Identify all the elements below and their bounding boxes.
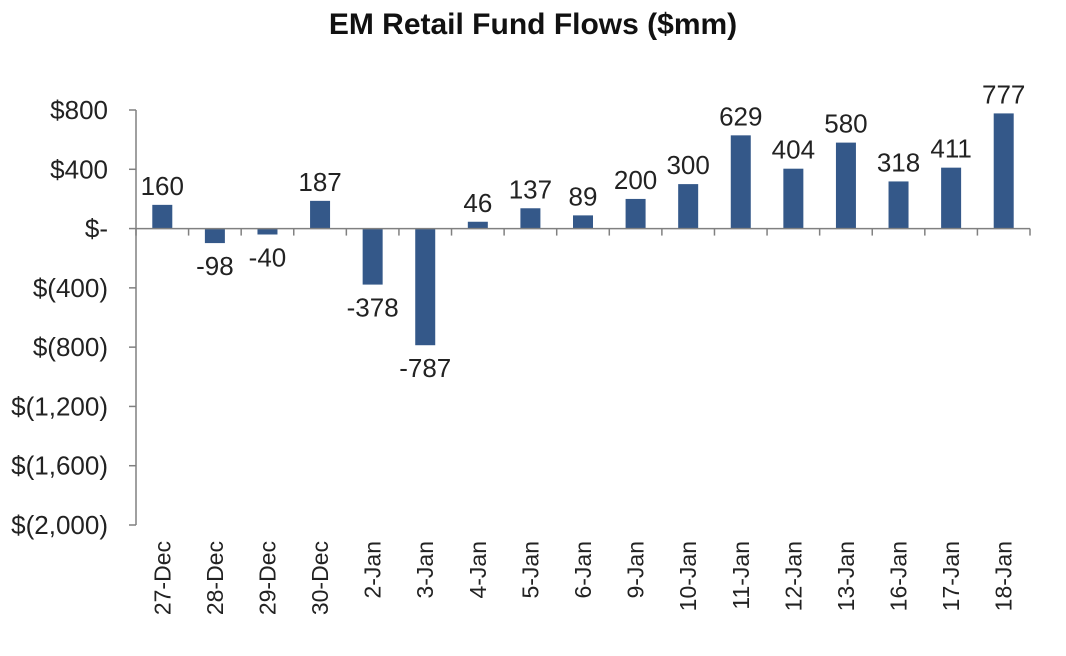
- data-label: 137: [509, 174, 552, 204]
- x-tick-label: 13-Jan: [833, 541, 859, 611]
- chart-title: EM Retail Fund Flows ($mm): [328, 8, 738, 41]
- data-label: -787: [399, 353, 451, 383]
- x-tick-label: 5-Jan: [517, 541, 543, 599]
- bar-9-Jan: [625, 198, 646, 229]
- x-tick-label: 10-Jan: [675, 541, 701, 611]
- bar-17-Jan: [941, 167, 962, 229]
- bar-16-Jan: [888, 181, 909, 229]
- x-tick-label: 28-Dec: [202, 541, 228, 615]
- data-label: 411: [930, 134, 971, 164]
- data-label: 187: [298, 167, 341, 197]
- data-label: -98: [196, 251, 234, 281]
- data-label: 160: [141, 171, 184, 201]
- bar-29-Dec: [257, 228, 278, 235]
- data-label: 89: [569, 181, 598, 211]
- bar-12-Jan: [783, 168, 804, 229]
- bar-10-Jan: [678, 184, 699, 229]
- data-label: 46: [463, 188, 492, 218]
- data-label: 629: [719, 101, 762, 131]
- y-tick-label: $-: [85, 214, 108, 244]
- x-tick-label: 30-Dec: [307, 541, 333, 615]
- x-tick-label: 11-Jan: [728, 541, 754, 610]
- data-labels: 160 -98 -40 187 -378-787 46 137 89 200 300 629 404 5…: [141, 79, 1026, 383]
- data-label: 580: [824, 109, 867, 139]
- bar-18-Jan: [993, 113, 1014, 229]
- y-tick-label: $400: [50, 154, 108, 184]
- bars: [152, 113, 1014, 346]
- bar-27-Dec: [152, 204, 173, 229]
- y-tick-label: $(1,600): [11, 451, 108, 481]
- data-label: 300: [666, 150, 709, 180]
- x-tick-label: 6-Jan: [570, 541, 596, 599]
- x-tick-label: 27-Dec: [149, 541, 175, 615]
- y-tick-label: $(1,200): [11, 391, 108, 421]
- bar-3-Jan: [415, 228, 436, 346]
- bar-6-Jan: [573, 215, 593, 229]
- y-tick-label: $(2,000): [11, 510, 108, 540]
- bar-11-Jan: [730, 135, 751, 229]
- data-label: 404: [772, 135, 815, 165]
- x-tick-label: 3-Jan: [412, 541, 438, 599]
- data-label: 777: [982, 79, 1025, 109]
- y-axis: $800 $400 $- $(400) $(800) $(1,200) $(1,600) $(…: [11, 95, 137, 540]
- x-tick-label: 29-Dec: [254, 541, 280, 615]
- x-tick-label: 16-Jan: [886, 541, 912, 611]
- bar-28-Dec: [204, 228, 225, 244]
- y-tick-label: $(800): [33, 332, 108, 362]
- bar-13-Jan: [835, 142, 856, 229]
- data-label: -378: [347, 293, 399, 323]
- bar-4-Jan: [467, 221, 488, 229]
- bar-30-Dec: [310, 200, 331, 229]
- x-tick-label: 2-Jan: [360, 541, 386, 599]
- y-tick-label: $800: [50, 95, 108, 125]
- x-tick-label: 17-Jan: [938, 541, 964, 611]
- x-tick-label: 4-Jan: [465, 541, 491, 599]
- bar-5-Jan: [520, 208, 541, 229]
- data-label: 200: [614, 165, 657, 195]
- bar-2-Jan: [362, 228, 383, 285]
- data-label: 318: [877, 147, 920, 177]
- x-axis: 27-Dec 28-Dec 29-Dec 30-Dec 2-Jan 3-Jan 4-Jan 5…: [135, 227, 1031, 615]
- data-label: -40: [249, 243, 287, 273]
- x-tick-label: 18-Jan: [991, 541, 1017, 611]
- x-tick-label: 9-Jan: [623, 541, 649, 599]
- y-tick-label: $(400): [33, 273, 108, 303]
- x-tick-label: 12-Jan: [780, 541, 806, 611]
